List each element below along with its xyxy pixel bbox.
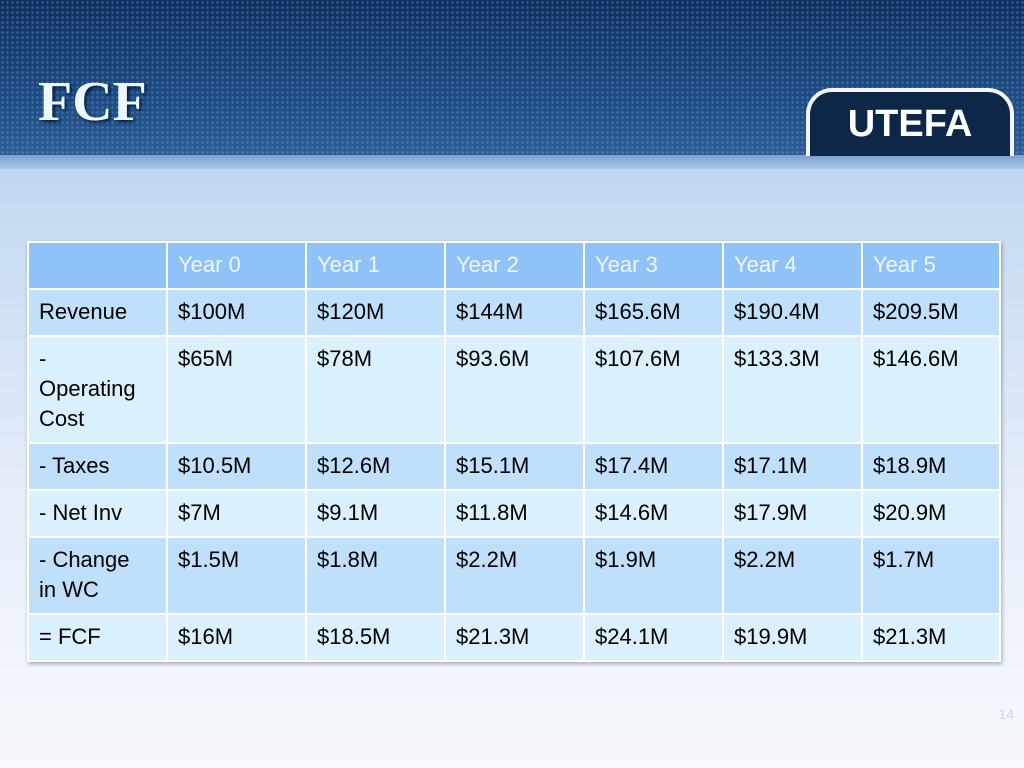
- cell: $2.2M: [444, 536, 585, 615]
- banner-edge: [0, 155, 1024, 169]
- row-label: - Taxes: [27, 442, 168, 491]
- cell: $17.1M: [722, 442, 863, 491]
- column-header: Year 2: [444, 241, 585, 290]
- row-label: Revenue: [27, 288, 168, 337]
- row-label: - Change in WC: [27, 536, 168, 615]
- logo: UTEFA: [806, 88, 1014, 156]
- row-label: - Net Inv: [27, 489, 168, 538]
- table-row: = FCF $16M $18.5M $21.3M $24.1M $19.9M $21.3M: [27, 613, 1001, 662]
- row-label: = FCF: [27, 613, 168, 662]
- cell: $12.6M: [305, 442, 446, 491]
- table-row: - Operating Cost $65M $78M $93.6M $107.6M $13…: [27, 335, 1001, 444]
- cell: $14.6M: [583, 489, 724, 538]
- table-row: - Taxes $10.5M $12.6M $15.1M $17.4M $17.1M $18…: [27, 442, 1001, 491]
- column-header: Year 4: [722, 241, 863, 290]
- cell: $144M: [444, 288, 585, 337]
- cell: $9.1M: [305, 489, 446, 538]
- cell: $19.9M: [722, 613, 863, 662]
- cell: $133.3M: [722, 335, 863, 444]
- cell: $120M: [305, 288, 446, 337]
- table-row: Revenue $100M $120M $144M $165.6M $190.4M $209…: [27, 288, 1001, 337]
- cell: $209.5M: [861, 288, 1001, 337]
- table-row: - Change in WC $1.5M $1.8M $2.2M $1.9M $2.2M $…: [27, 536, 1001, 615]
- column-header: Year 1: [305, 241, 446, 290]
- cell: $17.4M: [583, 442, 724, 491]
- column-header: Year 0: [166, 241, 307, 290]
- column-header: Year 3: [583, 241, 724, 290]
- cell: $190.4M: [722, 288, 863, 337]
- cell: $1.8M: [305, 536, 446, 615]
- cell: $2.2M: [722, 536, 863, 615]
- header-row: Year 0 Year 1 Year 2 Year 3 Year 4 Year 5: [27, 241, 1001, 290]
- column-header: [27, 241, 168, 290]
- slide-title: FCF: [38, 71, 147, 133]
- cell: $15.1M: [444, 442, 585, 491]
- cell: $17.9M: [722, 489, 863, 538]
- cell: $20.9M: [861, 489, 1001, 538]
- column-header: Year 5: [861, 241, 1001, 290]
- table-row: - Net Inv $7M $9.1M $11.8M $14.6M $17.9M $20.9…: [27, 489, 1001, 538]
- cell: $21.3M: [861, 613, 1001, 662]
- fcf-table: Year 0 Year 1 Year 2 Year 3 Year 4 Year 5 Rev…: [27, 241, 1001, 662]
- cell: $10.5M: [166, 442, 307, 491]
- cell: $24.1M: [583, 613, 724, 662]
- cell: $100M: [166, 288, 307, 337]
- cell: $65M: [166, 335, 307, 444]
- cell: $1.5M: [166, 536, 307, 615]
- cell: $165.6M: [583, 288, 724, 337]
- cell: $11.8M: [444, 489, 585, 538]
- page-number: 14: [998, 706, 1014, 722]
- cell: $21.3M: [444, 613, 585, 662]
- cell: $107.6M: [583, 335, 724, 444]
- cell: $1.7M: [861, 536, 1001, 615]
- cell: $16M: [166, 613, 307, 662]
- cell: $18.5M: [305, 613, 446, 662]
- cell: $93.6M: [444, 335, 585, 444]
- cell: $146.6M: [861, 335, 1001, 444]
- row-label: - Operating Cost: [27, 335, 168, 444]
- cell: $78M: [305, 335, 446, 444]
- cell: $18.9M: [861, 442, 1001, 491]
- cell: $7M: [166, 489, 307, 538]
- cell: $1.9M: [583, 536, 724, 615]
